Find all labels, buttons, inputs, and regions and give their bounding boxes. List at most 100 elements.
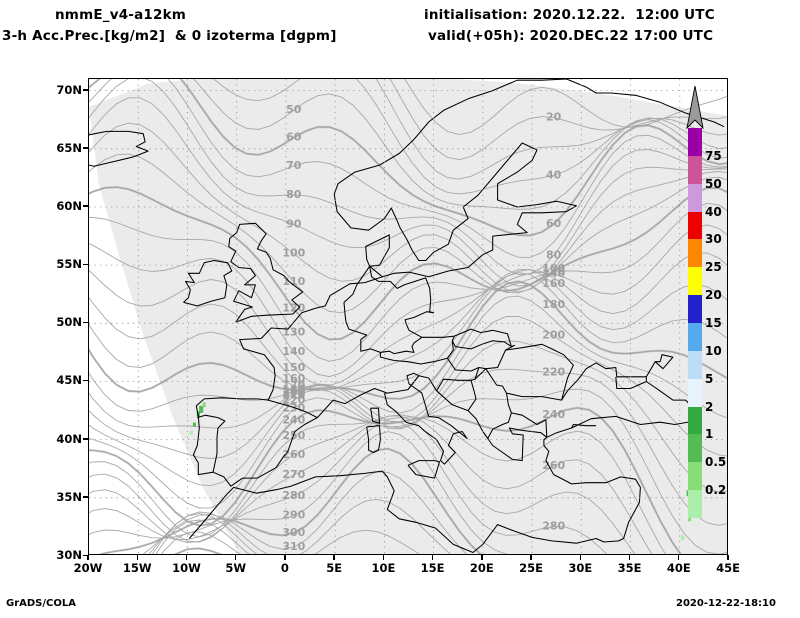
colorbar-band-25 [688,267,702,296]
colorbar-label-0p2: 0.2 [705,483,727,498]
x-axis-tick-10W: 10W [172,561,201,575]
coastline [467,380,477,411]
coastline [511,412,548,438]
isoline-label: 220 [542,366,565,379]
x-axis-tick-5W: 5W [225,561,247,575]
isoline-label: 220 [282,393,305,406]
colorbar-band-0p5 [688,462,702,491]
isoline-label: 100 [282,247,305,260]
isoline-label: 170 [282,379,305,392]
coastline [482,393,512,440]
coastline [474,367,480,380]
y-axis-tick-45N: 45N [56,373,82,388]
colorbar-band-40 [688,211,702,240]
isoline-label: 240 [282,414,305,427]
colorbar-band-0p2 [688,490,702,519]
isoline-label: 210 [282,389,305,402]
coastline [197,414,226,473]
initialisation-time: initialisation: 2020.12.22. 12:00 UTC [424,7,715,23]
colorbar-arrow-icon [686,86,704,130]
isoline [155,519,250,554]
isoline [89,97,727,287]
x-tick-mark [136,555,138,560]
y-tick-mark [83,438,88,440]
y-axis-tick-40N: 40N [56,431,82,446]
y-axis-tick-65N: 65N [56,140,82,155]
colorbar-band-1 [688,434,702,463]
isoline-emphasis [89,185,727,341]
x-tick-mark [481,555,483,560]
colorbar-band-20 [688,295,702,324]
isoline-emphasis [89,406,682,554]
coastline [571,423,597,429]
isoline [89,224,727,378]
coastline [645,354,674,378]
isoline-label: 100 [542,262,565,275]
coastline [366,425,381,454]
x-axis-tick-0: 0 [280,561,289,575]
isoline-label: 70 [286,159,302,172]
isoline-emphasis [174,547,223,554]
colorbar-band-5 [688,378,702,407]
y-tick-mark [83,321,88,324]
coastline [189,436,641,554]
colorbar-label-2: 2 [705,399,714,414]
precipitation-cell [202,402,206,408]
model-title: nmmE_v4-a12km [55,7,187,23]
x-axis-tick-20E: 20E [469,561,494,575]
isoline [89,415,636,554]
isoline-label: 110 [282,275,305,288]
colorbar-label-30: 30 [705,232,722,247]
isoline-label: 250 [282,429,305,442]
y-tick-mark [83,263,88,266]
x-tick-mark [284,555,286,560]
y-tick-mark [83,496,88,498]
isoline-label: 240 [542,408,565,421]
x-tick-mark [333,555,335,560]
isoline-label: 280 [542,520,565,533]
x-axis-tick-30E: 30E [568,561,593,575]
isoline-label: 90 [286,217,302,230]
precipitation-colorbar[interactable]: 75 50 40 30 25 20 15 10 5 2 1 0.5 0.2 [688,128,726,519]
valid-time: valid(+05h): 2020.DEC.22 17:00 UTC [428,28,714,44]
source-credit: GrADS/COLA [6,598,76,609]
x-axis-tick-5E: 5E [326,561,343,575]
isoline [89,388,727,554]
isoline-label: 60 [286,131,302,144]
colorbar-label-25: 25 [705,260,722,275]
colorbar-label-1: 1 [705,427,714,442]
coastline [485,343,574,401]
colorbar-band-15 [688,323,702,352]
y-tick-mark [83,89,88,91]
isoline-label: 290 [282,509,305,522]
coastline [436,368,487,392]
isoline-label: 310 [282,540,305,553]
x-tick-mark [87,555,89,560]
y-tick-mark [83,379,88,382]
colorbar-band-50 [688,183,702,212]
coastline [268,399,318,419]
isoline-label: 190 [282,385,305,398]
field-title: 3-h Acc.Prec.[kg/m2] & 0 izoterma [dgpm] [2,28,337,44]
render-timestamp: 2020-12-22-18:10 [676,598,776,609]
isoline-label: 80 [546,249,562,262]
coastline [407,375,420,390]
isoline-label: 180 [282,383,305,396]
x-axis-tick-15W: 15W [122,561,152,575]
isoline-label: 80 [286,188,302,201]
colorbar-label-75: 75 [705,148,722,163]
x-tick-mark [431,555,434,560]
precipitation-cell [189,430,193,435]
isoline [89,202,727,362]
map-plot-area: 20 40 50 60 60 70 80 80 90 100 100 110 120 120 130 140 1… [88,78,728,555]
isoline [89,269,727,391]
y-tick-mark [83,205,88,207]
map-canvas: 20 40 50 60 60 70 80 80 90 100 100 110 120 120 130 140 1… [89,79,727,554]
coastline [228,222,304,323]
coastline [89,130,149,167]
isoline [89,272,727,391]
x-tick-mark [234,555,237,560]
coastline [407,460,441,479]
y-axis-tick-55N: 55N [56,257,82,272]
colorbar-label-0p5: 0.5 [705,455,727,470]
